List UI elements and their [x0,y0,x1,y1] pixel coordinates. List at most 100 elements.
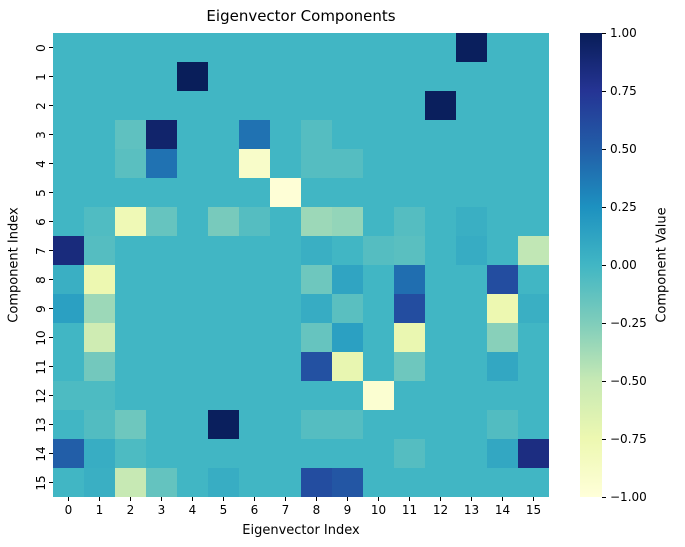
heatmap-cell [394,381,425,410]
heatmap-cell [53,207,84,236]
heatmap-cell [84,294,115,323]
heatmap-cell [239,323,270,352]
heatmap-cell [53,120,84,149]
heatmap-cell [177,236,208,265]
heatmap-cell [518,352,549,381]
heatmap-cell [518,265,549,294]
colorbar-tick-label: 0.75 [610,84,637,98]
heatmap-cell [425,410,456,439]
heatmap-cell [270,149,301,178]
heatmap-cell [208,352,239,381]
heatmap-cell [363,149,394,178]
heatmap-cell [456,439,487,468]
heatmap-cell [332,91,363,120]
heatmap-cell [115,33,146,62]
heatmap-cell [301,120,332,149]
y-tick-label: 15 [34,474,48,491]
x-tick-label: 7 [281,503,290,517]
heatmap-cell [425,149,456,178]
heatmap-cell [53,381,84,410]
heatmap-cell [208,236,239,265]
x-axis-label: Eigenvector Index [242,523,360,538]
heatmap-cell [301,323,332,352]
heatmap-cell [177,323,208,352]
heatmap-cell [301,352,332,381]
heatmap-cell [239,149,270,178]
heatmap-cell [518,236,549,265]
heatmap-cell [270,294,301,323]
heatmap-cell [208,62,239,91]
heatmap-cell [146,381,177,410]
heatmap-cell [53,410,84,439]
y-tick-label: 0 [34,43,48,52]
heatmap-cell [146,236,177,265]
y-tick-label: 6 [34,217,48,226]
heatmap-cell [84,62,115,91]
heatmap-cell [115,236,146,265]
heatmap-cell [394,178,425,207]
heatmap-cell [115,265,146,294]
heatmap-cell [270,265,301,294]
heatmap-cell [146,323,177,352]
chart-title: Eigenvector Components [206,7,396,25]
heatmap-cell [239,91,270,120]
heatmap-cell [332,178,363,207]
heatmap-cell [456,62,487,91]
heatmap-cell [270,91,301,120]
heatmap-cell [53,323,84,352]
heatmap-cell [363,265,394,294]
heatmap-cell [270,352,301,381]
heatmap-cell [425,352,456,381]
heatmap-cell [363,468,394,497]
x-tick-mark [223,497,224,501]
heatmap-cell [270,323,301,352]
heatmap-cell [301,62,332,91]
heatmap-cell [363,352,394,381]
heatmap-cell [177,62,208,91]
heatmap-cell [84,439,115,468]
y-tick-label: 5 [34,188,48,197]
heatmap-cell [84,33,115,62]
colorbar-tick-label: 0.50 [610,142,637,156]
x-tick-label: 2 [126,503,135,517]
heatmap-cell [177,207,208,236]
x-tick-label: 10 [370,503,387,517]
heatmap-cell [425,265,456,294]
heatmap-cell [425,62,456,91]
heatmap-cell [332,33,363,62]
heatmap-cell [301,381,332,410]
heatmap-cell [487,323,518,352]
heatmap-cell [518,33,549,62]
heatmap-cell [301,410,332,439]
x-tick-label: 8 [312,503,321,517]
x-tick-label: 1 [95,503,104,517]
y-tick-label: 3 [34,130,48,139]
x-tick-label: 11 [401,503,418,517]
heatmap-cell [146,149,177,178]
heatmap-cell [332,439,363,468]
heatmap-cell [394,410,425,439]
y-tick-label: 11 [34,358,48,375]
heatmap-cell [363,91,394,120]
heatmap-cell [394,468,425,497]
colorbar-tick-label: 1.00 [610,26,637,40]
colorbar-tick-mark [602,148,606,150]
x-tick-label: 4 [188,503,197,517]
heatmap-cell [363,381,394,410]
heatmap-cell [456,294,487,323]
heatmap-cell [301,33,332,62]
colorbar-tick-label: 0.25 [610,200,637,214]
heatmap-cell [301,468,332,497]
heatmap-cell [332,207,363,236]
x-tick-mark [533,497,534,501]
heatmap-cell [518,178,549,207]
heatmap-cell [115,149,146,178]
heatmap-cell [394,62,425,91]
x-tick-mark [254,497,255,501]
heatmap-cell [84,381,115,410]
heatmap-cell [270,120,301,149]
heatmap-cell [53,178,84,207]
heatmap-cell [208,265,239,294]
heatmap-cell [53,294,84,323]
heatmap-cell [115,120,146,149]
